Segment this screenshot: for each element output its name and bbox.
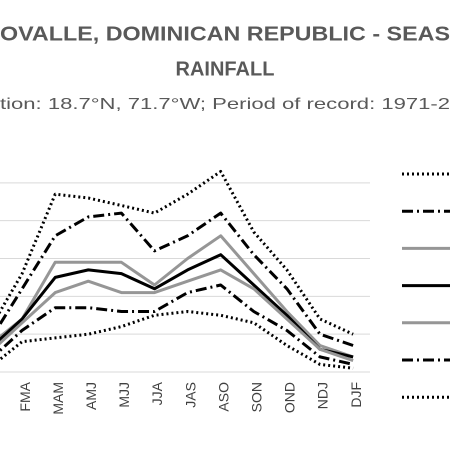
series-line (0, 283, 354, 366)
chart-title: OVALLE, DOMINICAN REPUBLIC - SEAS (0, 23, 450, 45)
series-line (0, 310, 354, 370)
x-tick-label: JAS (182, 382, 198, 408)
series-line (0, 170, 354, 336)
x-tick-label: SON (249, 382, 265, 412)
x-tick-label: NDJ (315, 382, 331, 409)
series-line (0, 253, 354, 359)
x-tick-label: OND (282, 382, 298, 413)
x-tick-label: DJF (348, 382, 364, 408)
x-tick-label: MAM (50, 382, 66, 415)
chart-title-line2: RAINFALL (176, 58, 275, 80)
series-line (0, 234, 354, 359)
x-tick-label: ASO (215, 382, 231, 412)
x-tick-label: JJA (149, 381, 165, 405)
series-line (0, 211, 354, 347)
x-tick-label: AMJ (83, 382, 99, 410)
series-line (0, 268, 354, 363)
x-tick-label: FMA (17, 381, 33, 411)
chart-subtitle: tion: 18.7°N, 71.7°W; Period of record: … (0, 96, 450, 113)
x-tick-label: MJJ (116, 382, 132, 408)
